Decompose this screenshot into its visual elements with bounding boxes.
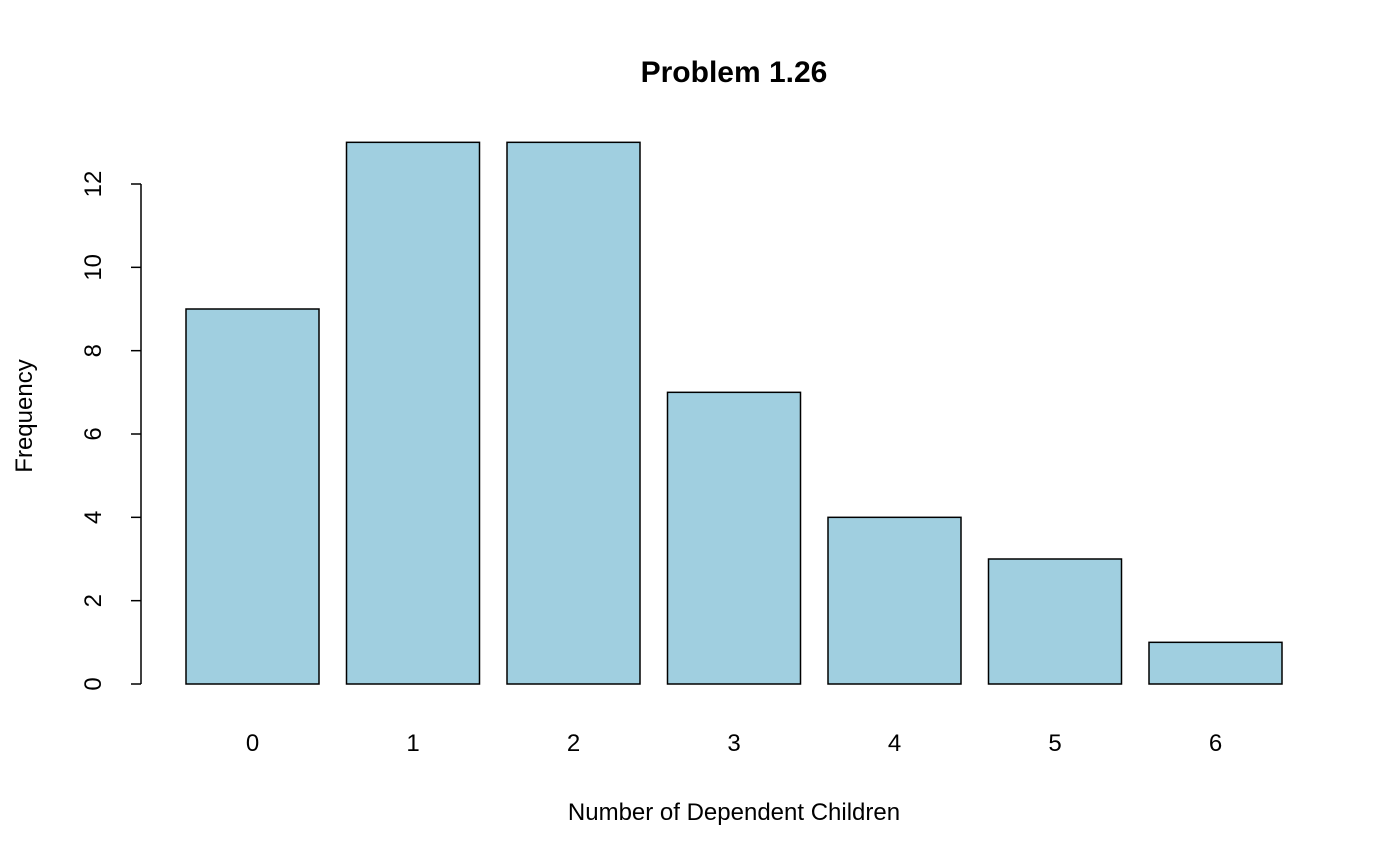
y-tick-label: 8 bbox=[80, 344, 107, 357]
y-tick-label: 2 bbox=[80, 594, 107, 607]
bar-6 bbox=[1148, 641, 1283, 685]
y-tick-label: 10 bbox=[80, 254, 107, 281]
y-axis: 0 2 4 6 8 10 12 bbox=[80, 171, 142, 691]
x-tick-label: 4 bbox=[888, 730, 901, 757]
x-tick-label: 5 bbox=[1048, 730, 1061, 757]
y-tick-label: 12 bbox=[80, 171, 107, 198]
y-axis-label: Frequency bbox=[11, 359, 38, 472]
x-axis-label: Number of Dependent Children bbox=[568, 799, 900, 826]
x-tick-label: 1 bbox=[406, 730, 419, 757]
x-tick-label: 6 bbox=[1209, 730, 1222, 757]
y-tick-label: 0 bbox=[80, 677, 107, 690]
bar-3 bbox=[666, 391, 802, 685]
bar-1 bbox=[345, 141, 481, 685]
bars-group bbox=[185, 141, 1283, 685]
bar-4 bbox=[827, 516, 962, 685]
y-tick-label: 6 bbox=[80, 427, 107, 440]
y-tick-label: 4 bbox=[80, 511, 107, 524]
bar-2 bbox=[506, 141, 641, 685]
bar-5 bbox=[987, 558, 1123, 685]
x-axis-tick-labels: 0 1 2 3 4 5 6 bbox=[246, 730, 1222, 757]
x-tick-label: 2 bbox=[567, 730, 580, 757]
x-tick-label: 3 bbox=[727, 730, 740, 757]
bar-0 bbox=[185, 308, 320, 685]
chart-title: Problem 1.26 bbox=[641, 56, 828, 89]
x-tick-label: 0 bbox=[246, 730, 259, 757]
